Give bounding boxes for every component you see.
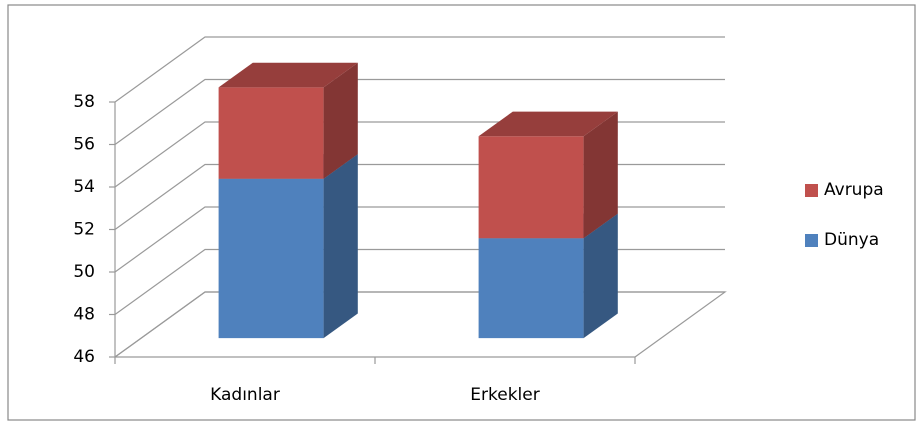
bar-side: [583, 111, 618, 239]
plot-area: 46 48 50 52 54 56 58 Kadınlar Erkekler Avrupa Düny…: [73, 36, 884, 405]
bar-segment: [218, 62, 358, 179]
y-tick-label: 56: [73, 135, 95, 155]
x-tick-label: Erkekler: [470, 385, 539, 405]
y-tick-label: 58: [73, 92, 95, 112]
bar-segment: [218, 154, 358, 339]
y-tick-label: 52: [73, 220, 95, 240]
y-tick-label: 54: [73, 177, 95, 197]
bar-side: [583, 213, 618, 339]
legend-label: Dünya: [824, 230, 879, 250]
bar-front: [478, 136, 584, 239]
bar-top: [218, 62, 358, 88]
bar-side: [323, 62, 358, 179]
y-tick-label: 50: [73, 262, 95, 282]
x-tick-label: Kadınlar: [210, 385, 280, 405]
bar-top: [478, 111, 618, 137]
legend-swatch: [805, 234, 818, 247]
bar-segment: [478, 111, 618, 239]
chart-border: [7, 4, 916, 421]
grid-line: [114, 36, 725, 103]
bar-front: [218, 178, 324, 339]
grid-line: [114, 78, 725, 145]
legend-swatch: [805, 184, 818, 197]
bar-front: [218, 87, 324, 179]
bar-front: [478, 238, 584, 339]
legend-label: Avrupa: [824, 180, 884, 200]
y-tick-label: 46: [73, 347, 95, 367]
y-tick-label: 48: [73, 305, 95, 325]
bar-side: [323, 154, 358, 339]
